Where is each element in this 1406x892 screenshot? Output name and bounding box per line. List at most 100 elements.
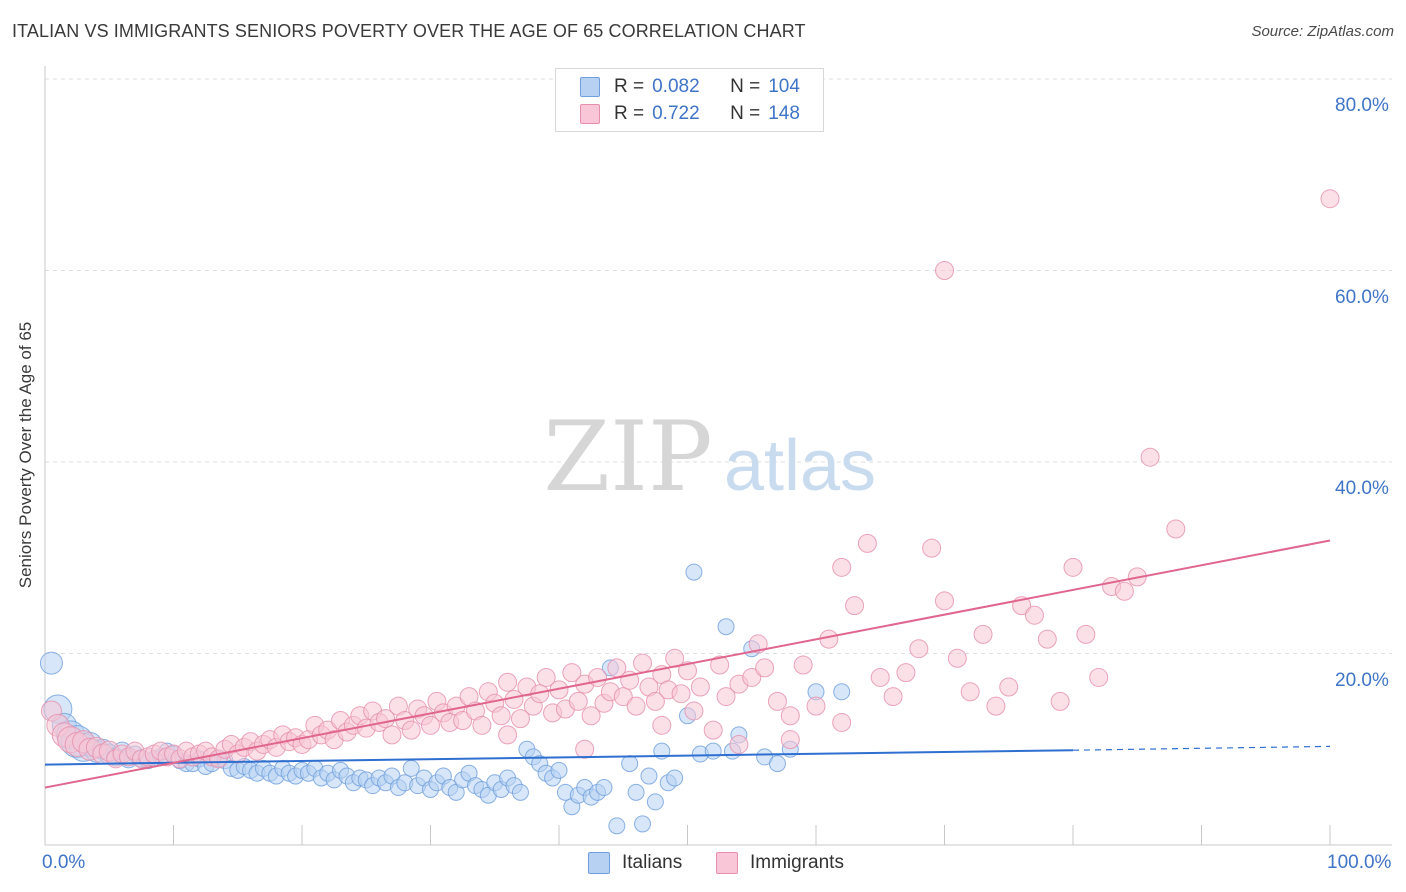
italians-point [634,815,652,833]
watermark-atlas: atlas [724,426,876,506]
italians-trend-line [44,749,1074,766]
immigrants-point [581,706,601,726]
y-tick-label: 60.0% [1335,286,1389,308]
correlation-legend: R = 0.082 N = 104 R = 0.722 N = 148 [555,68,824,132]
immigrants-point [401,720,421,740]
immigrants-point [382,725,402,745]
immigrants-point [857,533,877,553]
immigrants-point [472,715,492,735]
source-label: Source: ZipAtlas.com [1251,23,1394,40]
immigrants-point [652,715,672,735]
immigrants-point [568,691,588,711]
italians-legend-swatch [588,852,610,874]
immigrants-point [832,712,852,732]
immigrants-point [453,711,473,731]
italians-point [621,755,639,773]
immigrants-point [703,720,723,740]
chart-title: ITALIAN VS IMMIGRANTS SENIORS POVERTY OV… [12,21,806,41]
italians-point [640,767,658,785]
r-label: R = [614,103,645,124]
italians-swatch [580,77,600,97]
immigrants-point [1089,667,1109,687]
immigrants-point [960,682,980,702]
immigrants-point [421,715,440,735]
immigrants-swatch [580,104,600,124]
immigrants-point [498,725,518,745]
italians-point [608,817,626,835]
immigrants-point [922,538,942,558]
immigrants-point [870,667,890,687]
immigrants-point [690,677,710,697]
immigrants-point [626,696,646,716]
series-legend: Italians Immigrants [0,852,1406,878]
immigrants-trend-line [44,539,1331,789]
n-label: N = [730,76,761,97]
immigrants-point [1063,557,1083,577]
immigrants-point [742,667,762,687]
italians-point [627,783,645,801]
watermark: ZIP atlas [543,401,876,513]
italians-point [39,651,63,675]
immigrants-point [1024,605,1044,625]
immigrants-point [1166,519,1186,539]
x-tick-min: 0.0% [42,852,86,873]
r-label: R = [614,76,645,97]
immigrants-point [819,629,839,649]
immigrants-point [986,696,1006,716]
trend-lines [44,539,1331,789]
immigrants-point [1037,629,1057,649]
legend-row-immigrants: R = 0.722 N = 148 [580,102,800,126]
immigrants-point [678,661,697,681]
immigrants-point [645,691,665,711]
immigrants-point [832,557,852,577]
immigrants-point [780,730,800,750]
immigrants-legend-label: Immigrants [750,852,844,873]
watermark-zip: ZIP [543,401,712,513]
immigrants-point [1076,624,1096,644]
legend-row-italians: R = 0.082 N = 104 [580,75,800,99]
immigrants-point [767,691,787,711]
immigrants-point [588,667,608,687]
immigrants-point [999,677,1019,697]
italians-point [666,769,684,787]
immigrants-point [896,663,916,683]
immigrants-point [1320,189,1340,209]
immigrants-point [947,648,967,668]
r-value-italians: 0.082 [652,76,700,97]
immigrants-point [536,667,556,687]
italians-point [833,683,851,701]
immigrants-point [845,596,865,616]
italians-point [685,563,703,581]
italians-point [595,779,613,797]
n-value-immigrants: 148 [768,103,800,124]
immigrants-point [973,624,993,644]
immigrants-point [498,672,518,692]
italians-point [550,761,568,779]
immigrants-point [729,734,749,754]
r-value-immigrants: 0.722 [652,103,700,124]
immigrants-point [671,684,691,704]
italians-trend-extension [1072,745,1331,751]
italians-point [511,783,529,801]
immigrants-point [633,653,653,673]
immigrants-point [575,739,595,759]
legend-item-italians[interactable]: Italians [588,852,682,874]
italians-point [717,618,735,636]
immigrants-legend-swatch [716,852,738,874]
immigrants-point [1140,447,1160,467]
italians-point [646,793,664,811]
immigrants-point [684,701,704,721]
immigrants-point [562,663,582,683]
immigrants-point [806,696,826,716]
immigrants-point [1050,691,1070,711]
immigrants-point [748,634,768,654]
italians-legend-label: Italians [622,852,683,873]
immigrants-point [510,709,530,729]
legend-item-immigrants[interactable]: Immigrants [716,852,844,874]
y-axis-label: Seniors Poverty Over the Age of 65 [16,321,35,589]
italians-point [704,742,722,760]
y-tick-label: 80.0% [1335,95,1389,116]
immigrants-point [716,687,736,707]
italians-point [768,755,786,773]
